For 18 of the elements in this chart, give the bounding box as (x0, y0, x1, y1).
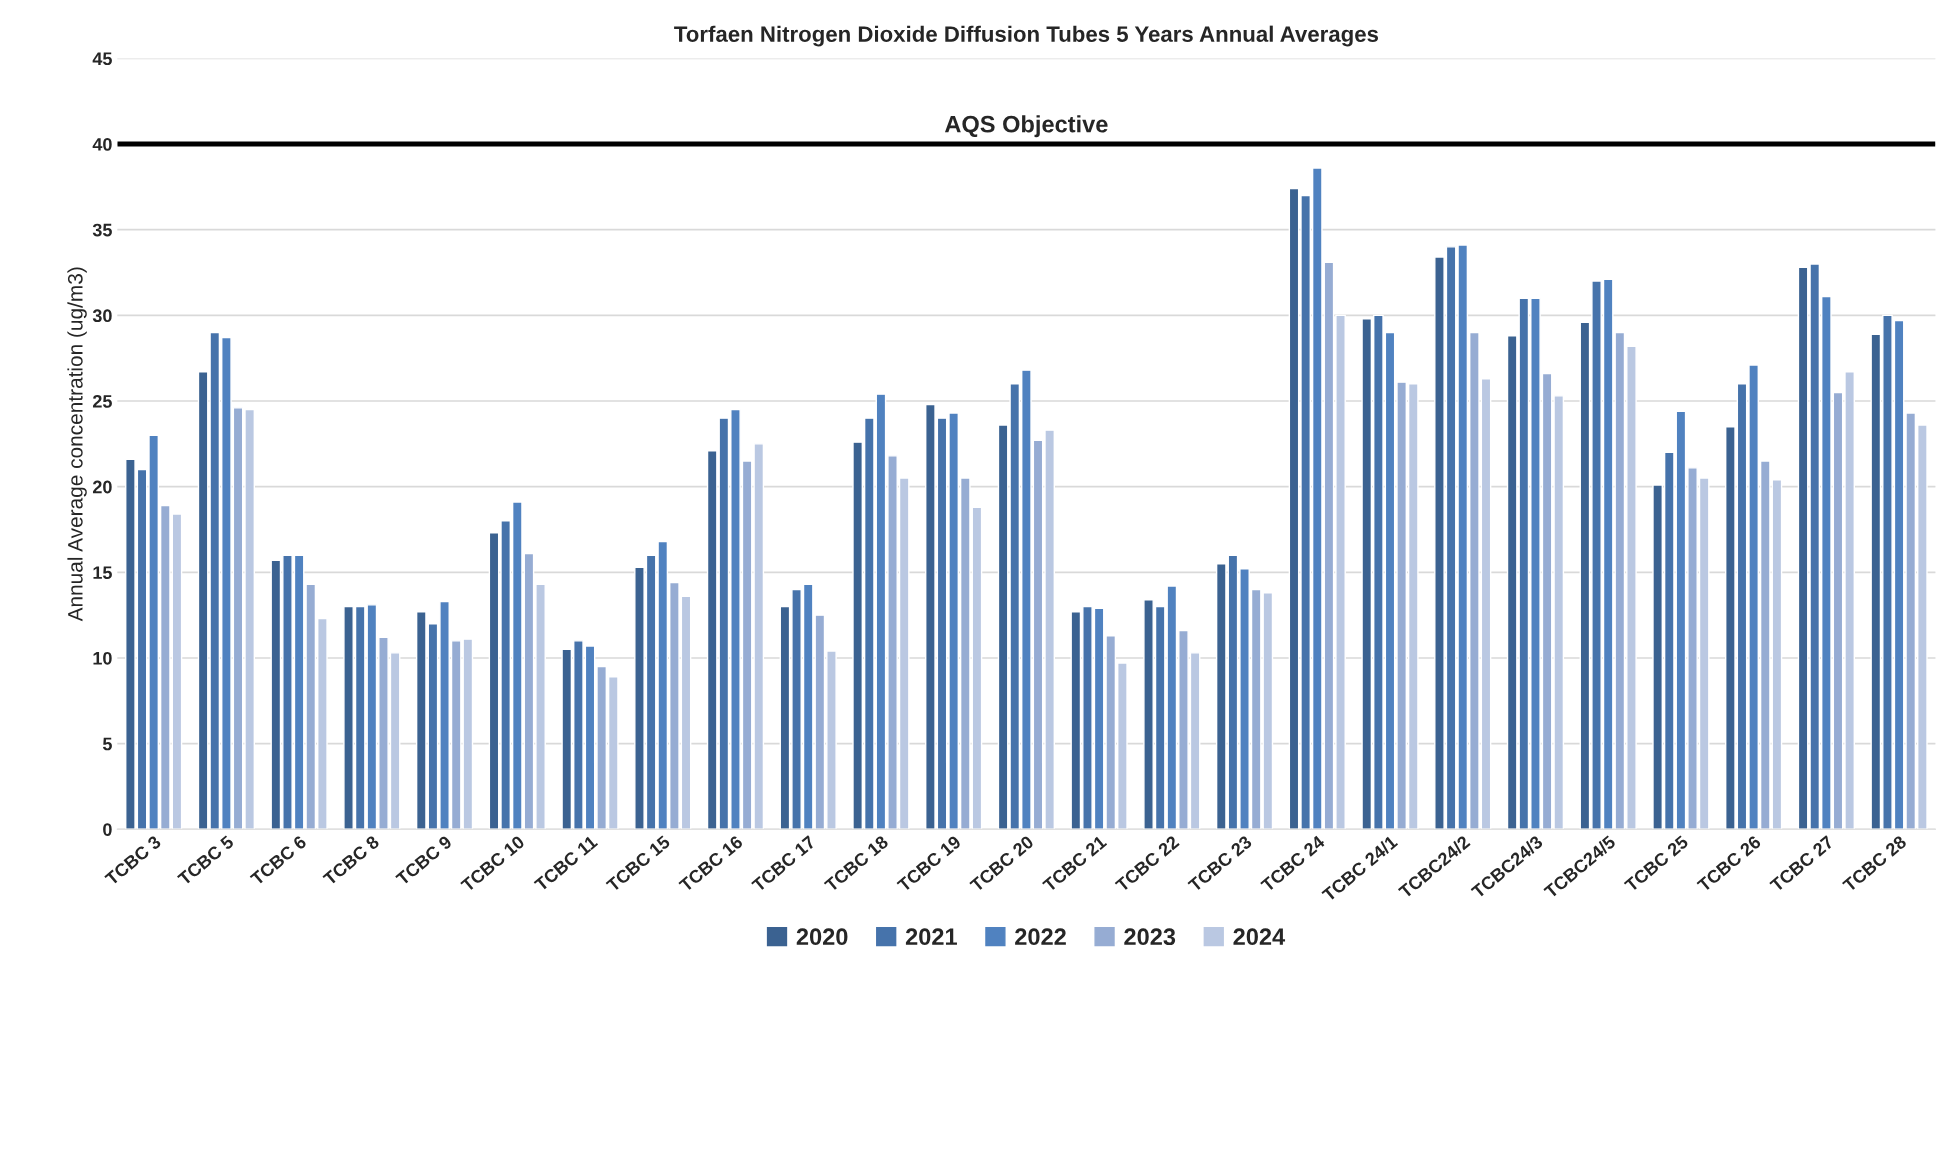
y-tick-label: 30 (92, 309, 112, 323)
y-tick-label: 5 (102, 737, 112, 751)
legend-label: 2024 (1233, 928, 1286, 946)
y-tick-label: 15 (93, 566, 112, 580)
y-tick-label: 25 (92, 394, 112, 408)
y-tick-label: 45 (92, 52, 112, 66)
y-tick-label: 40 (92, 137, 112, 151)
legend-label: 2021 (905, 928, 957, 946)
y-tick-label: 35 (92, 223, 112, 237)
legend-label: 2023 (1124, 928, 1176, 946)
y-tick-label: 0 (103, 823, 112, 836)
ref-line-label: AQS Objective (944, 115, 1108, 138)
chart-title: Torfaen Nitrogen Dioxide Diffusion Tubes 5 Years Annual Averages (674, 25, 1379, 47)
y-tick-label: 20 (92, 480, 112, 494)
legend-label: 2020 (796, 928, 848, 946)
y-axis-title: Annual Average concentration (ug/m3) (67, 267, 87, 622)
y-tick-label: 10 (93, 651, 112, 665)
legend-label: 2022 (1015, 928, 1066, 946)
